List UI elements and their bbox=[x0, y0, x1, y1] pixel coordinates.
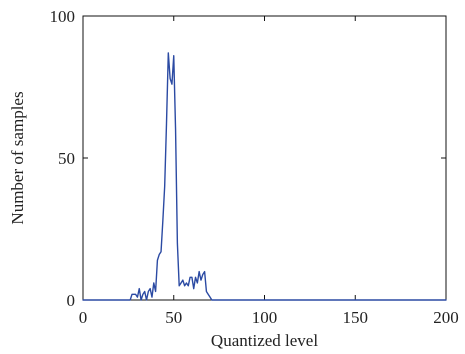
plot-frame bbox=[82, 15, 447, 301]
series-line bbox=[82, 52, 447, 301]
y-axis-label: Number of samples bbox=[8, 91, 27, 224]
x-tick-label: 150 bbox=[343, 308, 369, 327]
y-tick-label: 100 bbox=[50, 7, 76, 26]
x-tick-label: 100 bbox=[252, 308, 278, 327]
x-axis-label: Quantized level bbox=[211, 331, 318, 350]
series-layer bbox=[82, 52, 447, 301]
plot-area: 0 50 100 150 200 0 50 100 Quantized level Numb… bbox=[8, 7, 459, 350]
y-tick-label: 50 bbox=[58, 149, 75, 168]
x-tick-label: 50 bbox=[165, 308, 182, 327]
x-tick-marks bbox=[82, 16, 447, 300]
x-tick-labels: 0 50 100 150 200 bbox=[79, 308, 459, 327]
x-tick-label: 0 bbox=[79, 308, 88, 327]
y-tick-labels: 0 50 100 bbox=[50, 7, 76, 310]
y-tick-marks bbox=[83, 15, 446, 301]
y-tick-label: 0 bbox=[67, 291, 76, 310]
x-tick-label: 200 bbox=[433, 308, 459, 327]
